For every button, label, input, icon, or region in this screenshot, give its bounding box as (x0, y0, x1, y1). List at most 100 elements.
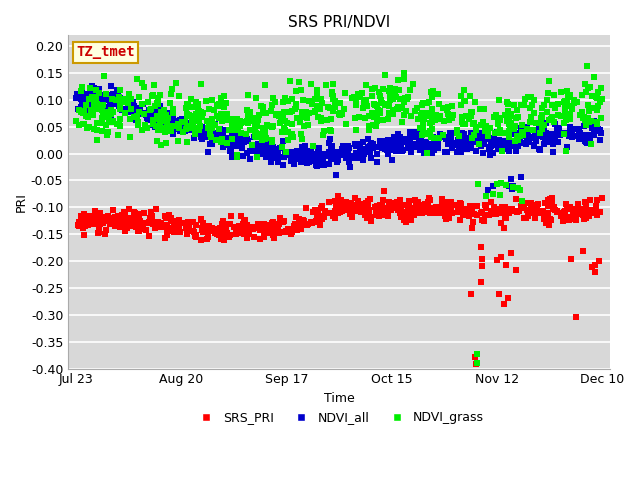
Point (304, 158, 314, 166)
Point (422, 208, 432, 216)
Point (108, 96, 118, 104)
Point (589, 121, 600, 129)
Point (577, 207, 587, 215)
Point (344, 158, 354, 166)
Point (108, 92, 118, 99)
Point (228, 152, 238, 159)
Point (158, 111, 168, 119)
Point (142, 124, 152, 132)
Point (244, 223, 255, 230)
Point (104, 216, 115, 224)
Point (356, 149, 366, 157)
Point (586, 117, 596, 125)
Point (522, 125, 532, 133)
Point (255, 227, 266, 234)
Point (271, 149, 281, 156)
Point (352, 141, 362, 148)
Point (246, 144, 257, 152)
Point (492, 129, 502, 136)
Point (410, 202, 420, 210)
Point (151, 218, 161, 226)
Point (90, 98, 100, 106)
Point (191, 98, 202, 106)
Point (285, 130, 296, 138)
Point (378, 138, 388, 146)
Point (212, 135, 223, 143)
Point (302, 148, 312, 156)
Point (425, 144, 435, 152)
Point (466, 141, 476, 148)
Point (122, 216, 132, 224)
Point (125, 116, 135, 123)
Point (302, 159, 312, 167)
Point (548, 205, 558, 213)
Point (561, 147, 572, 155)
Point (584, 212, 594, 220)
Point (404, 205, 414, 213)
Point (197, 113, 207, 120)
Point (360, 96, 371, 103)
Point (231, 126, 241, 134)
Point (172, 120, 182, 127)
Point (330, 171, 340, 179)
Point (298, 218, 308, 226)
Point (122, 224, 132, 232)
Point (549, 203, 559, 211)
Point (394, 86, 404, 94)
Point (409, 143, 419, 151)
Point (453, 203, 463, 210)
Point (510, 122, 520, 130)
Point (437, 206, 447, 214)
Point (316, 204, 326, 212)
Point (441, 203, 451, 211)
Point (417, 122, 428, 130)
Point (399, 75, 409, 83)
Point (534, 119, 544, 127)
Point (455, 200, 465, 207)
Point (236, 130, 246, 137)
Point (564, 115, 575, 123)
Point (152, 99, 162, 107)
Point (266, 228, 276, 236)
Point (92, 220, 102, 228)
Point (415, 125, 426, 132)
Point (452, 129, 463, 136)
Point (243, 112, 253, 120)
Point (292, 151, 303, 158)
Point (546, 137, 556, 144)
Point (232, 151, 243, 159)
Point (153, 219, 163, 227)
Point (513, 136, 523, 144)
Point (85, 97, 95, 105)
Point (539, 101, 549, 109)
Point (360, 209, 370, 217)
Point (259, 143, 269, 151)
Point (85, 103, 95, 110)
Point (184, 126, 194, 133)
Point (217, 110, 227, 118)
Point (178, 118, 188, 126)
Point (420, 131, 430, 138)
Point (116, 106, 127, 113)
Point (261, 136, 271, 144)
Point (499, 225, 509, 232)
Point (248, 114, 259, 122)
Point (312, 216, 323, 224)
Point (590, 209, 600, 216)
Point (278, 108, 289, 116)
Point (88, 106, 98, 114)
Point (120, 225, 130, 232)
Point (391, 93, 401, 100)
Point (413, 198, 423, 206)
Point (580, 116, 591, 123)
Point (376, 97, 387, 105)
Point (437, 204, 447, 212)
Point (152, 115, 162, 123)
Point (297, 146, 307, 154)
Point (115, 219, 125, 227)
Point (92, 100, 102, 108)
Point (425, 196, 435, 204)
Point (266, 145, 276, 153)
Point (414, 140, 424, 147)
Point (211, 121, 221, 129)
